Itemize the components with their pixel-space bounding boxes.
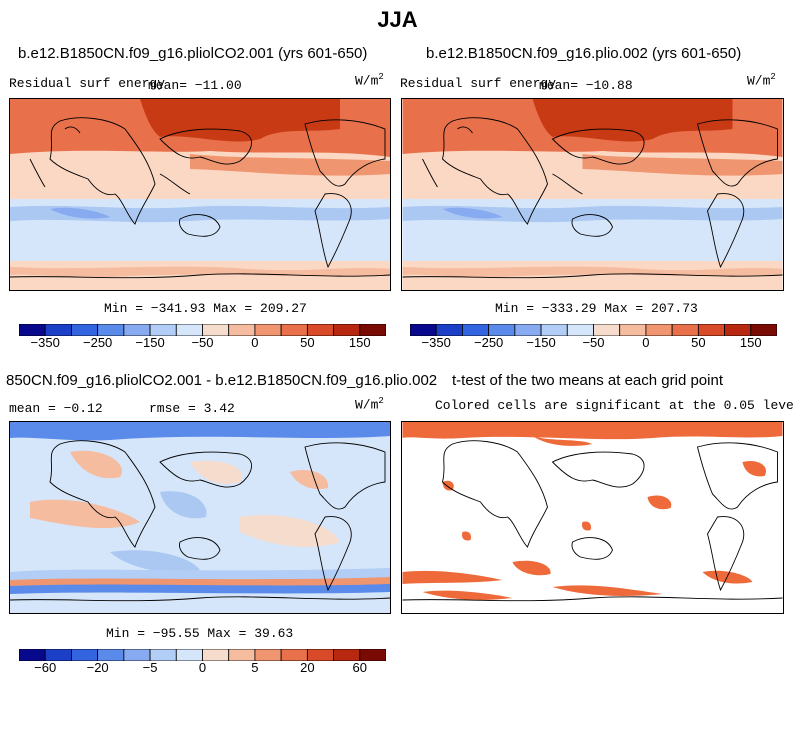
colorbar-tick-label: 5 [251, 660, 259, 675]
panel4-title: t-test of the two means at each grid poi… [452, 372, 723, 389]
panel1-colorbar [18, 323, 387, 341]
panel1-map-svg [10, 99, 390, 290]
colorbar-tick-label: −150 [526, 335, 556, 350]
panel3-min-max: Min = −95.55 Max = 39.63 [106, 626, 294, 641]
panel2-colorbar [409, 323, 778, 341]
panel1-mean-label: mean= −11.00 [148, 78, 242, 93]
panel1-variable-label: Residual surf energy [9, 76, 166, 91]
panel4-map-svg [402, 422, 783, 613]
panel1-map [9, 98, 391, 291]
colorbar-tick-label: 150 [739, 335, 762, 350]
colorbar-tick-label: −250 [82, 335, 113, 350]
panel3-colorbar-labels: −60 −20 −5 0 5 20 60 [19, 660, 386, 676]
panel3-title: 850CN.f09_g16.pliolCO2.001 - b.e12.B1850… [6, 372, 438, 389]
panel4-map [401, 421, 784, 614]
colorbar-tick-label: −350 [30, 335, 60, 350]
colorbar-tick-label: 0 [251, 335, 259, 350]
panel3-colorbar [18, 648, 387, 666]
figure-title: JJA [377, 7, 418, 32]
panel3-map [9, 421, 391, 614]
panel3-rmse-label: rmse = 3.42 [149, 401, 235, 416]
panel4-subtitle: Colored cells are significant at the 0.0… [435, 398, 795, 413]
colorbar-tick-label: 60 [352, 660, 368, 675]
colorbar-tick-label: 0 [198, 660, 207, 675]
colorbar-tick-label: 150 [348, 335, 371, 350]
panel1-colorbar-labels: −350 −250 −150 −50 0 50 150 [19, 335, 386, 351]
colorbar-tick-label: −5 [142, 660, 158, 675]
panel3-units: W/m2 [355, 396, 384, 413]
colorbar-tick-label: −50 [191, 335, 214, 350]
colorbar-tick-label: −250 [473, 335, 504, 350]
colorbar-tick-label: −150 [135, 335, 165, 350]
panel2-variable-label: Residual surf energy [400, 76, 557, 91]
panel2-map [401, 98, 784, 291]
colorbar-tick-label: −20 [86, 660, 109, 675]
panel3-map-svg [10, 422, 390, 613]
panel2-colorbar-svg [409, 323, 778, 337]
panel1-units: W/m2 [355, 72, 384, 89]
panel2-map-svg [402, 99, 783, 290]
colorbar-tick-label: −350 [421, 335, 451, 350]
panel2-units: W/m2 [747, 72, 776, 89]
panel2-title: b.e12.B1850CN.f09_g16.plio.002 (yrs 601-… [426, 45, 742, 62]
colorbar-tick-label: −60 [34, 660, 57, 675]
panel3-colorbar-svg [18, 648, 387, 662]
panel1-title: b.e12.B1850CN.f09_g16.pliolCO2.001 (yrs … [18, 45, 368, 62]
colorbar-tick-label: 0 [642, 335, 650, 350]
panel2-colorbar-labels: −350 −250 −150 −50 0 50 150 [410, 335, 777, 351]
panel2-min-max: Min = −333.29 Max = 207.73 [495, 301, 698, 316]
panel2-mean-label: mean= −10.88 [539, 78, 633, 93]
colorbar-tick-label: 50 [691, 335, 706, 350]
panel1-min-max: Min = −341.93 Max = 209.27 [104, 301, 307, 316]
panel3-mean-label: mean = −0.12 [9, 401, 103, 416]
colorbar-tick-label: −50 [582, 335, 605, 350]
colorbar-tick-label: 20 [300, 660, 315, 675]
colorbar-tick-label: 50 [300, 335, 315, 350]
